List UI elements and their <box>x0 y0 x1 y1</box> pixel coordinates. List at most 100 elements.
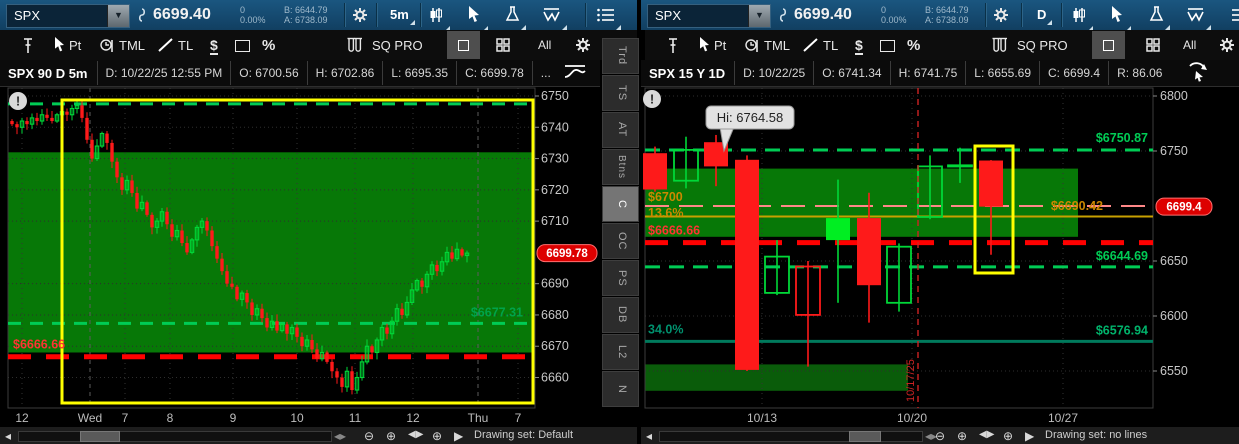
last-price: 6699.40 <box>153 6 211 23</box>
sidebar-tab-btns[interactable]: Btns <box>602 149 639 185</box>
link-icon[interactable] <box>777 8 789 28</box>
percent-tool[interactable]: % <box>907 37 921 54</box>
tl-label[interactable]: TL <box>823 38 839 53</box>
sidebar-tab-c[interactable]: C <box>602 186 639 222</box>
svg-text:$6700: $6700 <box>648 190 683 204</box>
timeframe-button[interactable]: D <box>1037 7 1054 25</box>
single-chart-button[interactable] <box>1092 31 1125 59</box>
settings-gear-icon[interactable] <box>1219 37 1235 58</box>
zoom-out-icon[interactable]: ⊖ <box>364 429 375 443</box>
symbol-dropdown-icon[interactable]: ▼ <box>107 5 129 27</box>
sidebar-tab-db[interactable]: DB <box>602 297 639 333</box>
pointer-icon[interactable] <box>54 37 66 58</box>
scroll-right-arrows[interactable]: ◂▸ <box>925 429 938 443</box>
grid-layout-icon[interactable] <box>1146 38 1161 58</box>
fit-width-icon[interactable]: ◀▶ <box>408 429 424 440</box>
status-more[interactable]: ... <box>531 61 559 85</box>
sq-pro-label[interactable]: SQ PRO <box>1017 38 1068 53</box>
zoom-in-icon[interactable]: ⊕ <box>386 429 397 443</box>
clock-icon[interactable] <box>100 39 114 58</box>
cursor-tool-icon[interactable] <box>1111 6 1131 31</box>
status-date: D: 10/22/25 12:55 PM <box>96 61 231 85</box>
link-icon[interactable] <box>136 8 148 28</box>
svg-text:7: 7 <box>122 411 129 425</box>
svg-text:6680: 6680 <box>541 308 569 322</box>
drawing-set-label[interactable]: Drawing set: no lines <box>1045 429 1148 441</box>
svg-text:6710: 6710 <box>541 214 569 228</box>
status-low: L: 6695.35 <box>382 61 456 85</box>
test-tubes-icon[interactable] <box>346 37 364 59</box>
svg-text:$6644.69: $6644.69 <box>1096 249 1148 263</box>
symbol-dropdown-icon[interactable]: ▼ <box>748 5 770 27</box>
pointer-icon[interactable] <box>699 37 711 58</box>
strategy-icon[interactable] <box>543 7 567 30</box>
pointer-label[interactable]: Pt <box>69 38 82 53</box>
grid-layout-icon[interactable] <box>496 38 511 58</box>
left-scrollbar-track[interactable] <box>18 431 332 442</box>
sq-pro-label[interactable]: SQ PRO <box>372 38 423 53</box>
trendline-icon[interactable] <box>803 38 819 58</box>
price-level-tool[interactable]: $ <box>210 37 218 55</box>
menu-list-icon[interactable] <box>597 8 621 30</box>
right-drawing-toolbar: Pt TML TL $ % SQ PRO All <box>645 30 1239 61</box>
chart-type-icon[interactable] <box>1071 7 1093 31</box>
trendline-icon[interactable] <box>158 38 174 58</box>
rectangle-tool-icon[interactable] <box>880 40 895 52</box>
flask-icon[interactable] <box>505 6 526 30</box>
cursor-tool-icon[interactable] <box>468 6 488 31</box>
drawing-set-label[interactable]: Drawing set: Default <box>474 429 574 441</box>
all-button[interactable]: All <box>538 38 552 52</box>
settings-gear-icon[interactable] <box>575 37 591 58</box>
tl-label[interactable]: TL <box>178 38 194 53</box>
gear-icon[interactable] <box>352 7 368 28</box>
play-icon[interactable]: ▶ <box>454 429 464 443</box>
flask-icon[interactable] <box>1149 6 1170 30</box>
crosshair-icon[interactable]: ⊕ <box>1003 429 1014 443</box>
gear-icon[interactable] <box>993 7 1009 28</box>
symbol-text[interactable]: SPX <box>14 8 41 23</box>
single-chart-button[interactable] <box>447 31 480 59</box>
svg-text:6670: 6670 <box>541 339 569 353</box>
strategy-icon[interactable] <box>1187 7 1211 30</box>
pin-icon[interactable] <box>667 37 679 59</box>
percent-tool[interactable]: % <box>262 37 276 54</box>
pin-icon[interactable] <box>22 37 34 59</box>
fit-width-icon[interactable]: ◀▶ <box>979 429 995 440</box>
rectangle-tool-icon[interactable] <box>235 40 250 52</box>
sidebar-tab-at[interactable]: AT <box>602 112 639 148</box>
sidebar-tab-l2[interactable]: L2 <box>602 334 639 370</box>
clock-icon[interactable] <box>745 39 759 58</box>
play-icon[interactable]: ▶ <box>1025 429 1035 443</box>
right-scrollbar-track[interactable] <box>659 431 923 442</box>
chart-type-icon[interactable] <box>428 7 450 31</box>
tml-label[interactable]: TML <box>119 38 145 53</box>
scroll-left-arrow[interactable]: ◂ <box>646 429 653 443</box>
sidebar-tab-ts[interactable]: TS <box>602 75 639 111</box>
sync-drawings-icon[interactable] <box>1186 60 1210 87</box>
symbol-input-right[interactable]: SPX ▼ <box>647 4 771 28</box>
zoom-in-icon[interactable]: ⊕ <box>957 429 968 443</box>
sidebar-tab-ps[interactable]: PS <box>602 260 639 296</box>
right-scrollbar-thumb[interactable] <box>849 431 881 442</box>
sidebar-tab-n[interactable]: N <box>602 371 639 407</box>
left-scrollbar-thumb[interactable] <box>80 431 120 442</box>
menu-list-icon[interactable] <box>1232 8 1239 27</box>
all-button[interactable]: All <box>1183 38 1197 52</box>
svg-text:6750: 6750 <box>541 89 569 103</box>
svg-text:$6677.31: $6677.31 <box>471 305 523 319</box>
scroll-right-arrows[interactable]: ◂▸ <box>334 429 347 443</box>
chart-style-icon[interactable] <box>563 61 587 86</box>
zoom-out-icon[interactable]: ⊖ <box>935 429 946 443</box>
pointer-label[interactable]: Pt <box>714 38 727 53</box>
timeframe-button[interactable]: 5m <box>390 7 415 25</box>
crosshair-icon[interactable]: ⊕ <box>432 429 443 443</box>
symbol-text[interactable]: SPX <box>655 8 682 23</box>
symbol-input[interactable]: SPX ▼ <box>6 4 130 28</box>
tml-label[interactable]: TML <box>764 38 790 53</box>
sidebar-tab-trd[interactable]: Trd <box>602 38 639 74</box>
price-level-tool[interactable]: $ <box>855 37 863 55</box>
sidebar-tab-oc[interactable]: OC <box>602 223 639 259</box>
test-tubes-icon[interactable] <box>991 37 1009 59</box>
scroll-left-arrow[interactable]: ◂ <box>5 429 12 443</box>
